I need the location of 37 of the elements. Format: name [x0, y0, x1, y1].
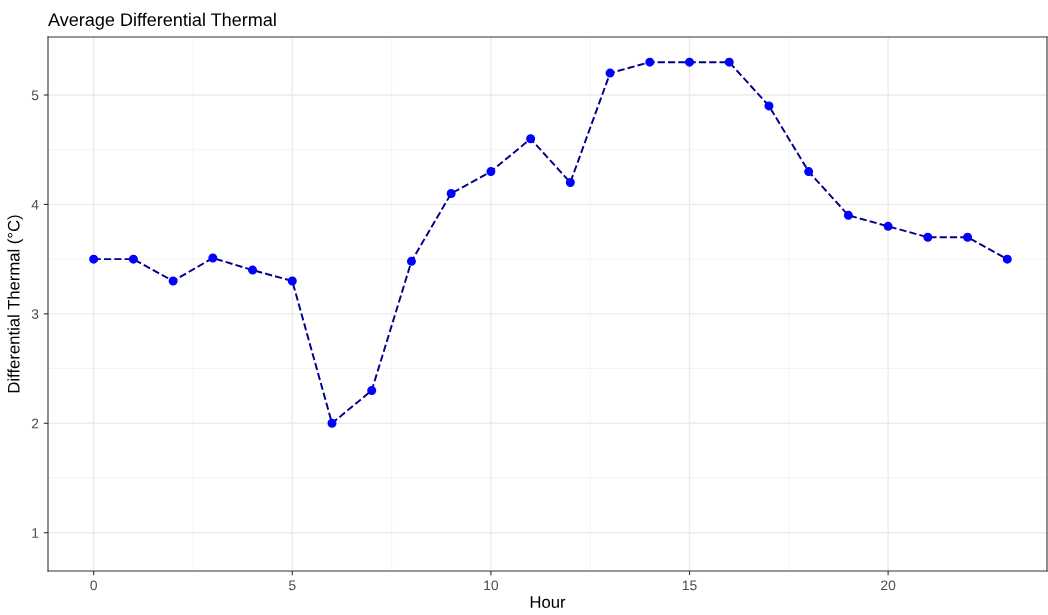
chart-title: Average Differential Thermal — [48, 12, 276, 30]
y-tick-label: 4 — [31, 199, 39, 210]
point — [645, 57, 655, 67]
y-tick-label: 2 — [31, 418, 39, 429]
y-tick-label: 3 — [31, 309, 39, 320]
point — [327, 418, 337, 428]
point — [287, 276, 297, 286]
point — [923, 232, 933, 242]
x-tick-label: 20 — [881, 580, 896, 591]
point — [128, 254, 138, 264]
x-tick-label: 0 — [90, 580, 97, 591]
x-tick-label: 5 — [288, 580, 296, 591]
point — [168, 276, 178, 286]
point — [843, 210, 853, 220]
x-tick-label: 10 — [484, 580, 499, 591]
point — [526, 134, 536, 144]
x-tick-label: 15 — [682, 580, 697, 591]
point — [724, 57, 734, 67]
point — [208, 253, 218, 263]
point — [446, 188, 456, 198]
point — [764, 101, 774, 111]
point — [367, 385, 377, 395]
point — [1002, 254, 1012, 264]
x-axis-title: Hour — [530, 596, 566, 608]
y-tick-label: 1 — [32, 528, 39, 538]
point — [89, 254, 99, 264]
point — [406, 256, 416, 266]
y-tick-label: 5 — [31, 90, 39, 101]
point — [248, 265, 258, 275]
y-axis-title: Differential Thermal (°C) — [7, 215, 23, 393]
point — [963, 232, 973, 242]
point — [605, 68, 615, 78]
point — [804, 167, 814, 177]
point — [486, 167, 496, 177]
point — [685, 57, 695, 67]
point — [565, 178, 575, 188]
point — [883, 221, 893, 231]
